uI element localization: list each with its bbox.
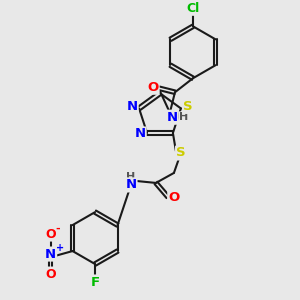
Text: O: O [45, 228, 56, 241]
Text: N: N [45, 248, 56, 261]
Text: H: H [126, 172, 136, 182]
Text: N: N [167, 111, 178, 124]
Text: -: - [56, 224, 60, 234]
Text: Cl: Cl [186, 2, 200, 15]
Text: S: S [183, 100, 193, 113]
Text: S: S [176, 146, 186, 160]
Text: O: O [147, 81, 159, 94]
Text: F: F [91, 275, 100, 289]
Text: N: N [125, 178, 136, 191]
Text: N: N [127, 100, 138, 113]
Text: N: N [134, 128, 146, 140]
Text: O: O [168, 191, 179, 204]
Text: H: H [179, 112, 189, 122]
Text: +: + [56, 243, 64, 253]
Text: O: O [45, 268, 56, 281]
